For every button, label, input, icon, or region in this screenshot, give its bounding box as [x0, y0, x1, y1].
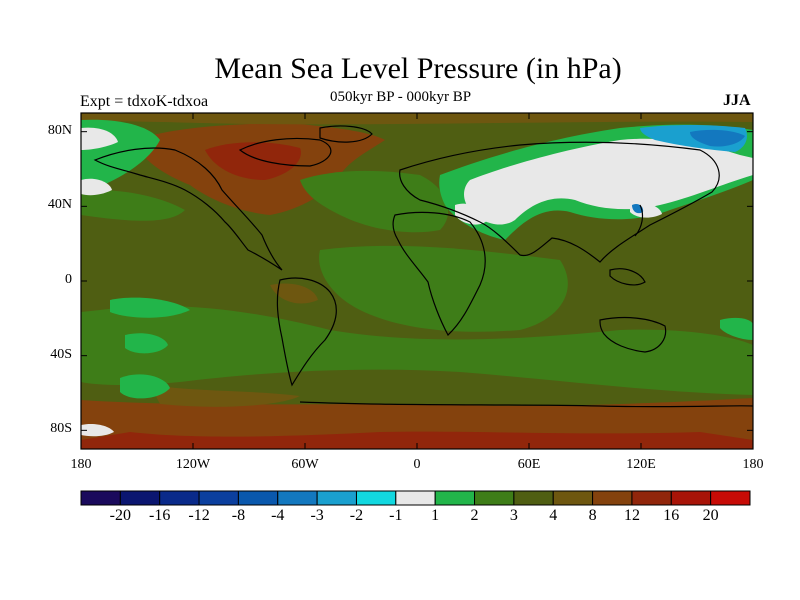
- colorbar-box: [592, 490, 633, 506]
- colorbar-label: -20: [109, 507, 132, 524]
- region-south-pacific-green-a: [125, 333, 168, 354]
- region-brazil-warm: [270, 283, 318, 304]
- coastlines: [93, 125, 753, 408]
- colorbar-box: [355, 490, 397, 506]
- colorbar-label: -8: [231, 507, 246, 524]
- lat-tick-label: 80S: [50, 421, 72, 437]
- colorbar-box: [474, 490, 515, 506]
- lon-tick-label: 60W: [291, 457, 319, 472]
- colorbar-label: 8: [588, 507, 597, 524]
- chart-subtitle: 050kyr BP - 000kyr BP: [330, 89, 472, 105]
- colorbar-label: -1: [389, 507, 403, 524]
- colorbar-label: 20: [702, 507, 719, 524]
- season-label: JJA: [723, 92, 751, 109]
- colorbar-box: [710, 490, 751, 506]
- colorbar-box: [316, 490, 357, 506]
- region-south-pacific-warm: [150, 385, 300, 407]
- region-siberia-blue-dark: [690, 129, 745, 147]
- colorbar-label: 1: [431, 507, 440, 524]
- colorbar-label: 2: [470, 507, 479, 524]
- colorbar-label: -4: [271, 507, 285, 524]
- colorbar-box: [513, 490, 554, 506]
- region-tropics-green: [319, 245, 568, 332]
- region-alaska-white: [81, 178, 112, 196]
- colorbar-label: -3: [310, 507, 324, 524]
- lat-tick-label: 0: [65, 272, 72, 287]
- colorbar-box: [434, 490, 476, 506]
- colorbar-label: -16: [149, 507, 171, 524]
- region-antarctic: [81, 431, 753, 449]
- colorbar-box: [198, 490, 239, 506]
- chart-title: Mean Sea Level Pressure (in hPa): [214, 52, 622, 85]
- region-antarctic-white: [81, 423, 114, 437]
- colorbar-box: [237, 490, 279, 506]
- region-arctic-pacific-white: [81, 127, 118, 150]
- colorbar-box: [159, 490, 200, 506]
- colorbar-box: [631, 490, 672, 506]
- colorbar-box: [80, 490, 121, 506]
- lat-tick-label: 40S: [50, 346, 72, 362]
- experiment-label: Expt = tdxoK-tdxoa: [80, 93, 209, 110]
- lat-tick-label: 80N: [47, 122, 72, 138]
- colorbar-label: 3: [509, 507, 518, 524]
- lat-tick-label: 40N: [47, 197, 72, 213]
- region-south-atlantic-green: [81, 306, 753, 395]
- lon-tick-label: 60E: [517, 457, 541, 472]
- region-east-pacific-green: [720, 317, 753, 340]
- colorbar-label: -12: [188, 507, 210, 524]
- colorbar-label: -2: [349, 507, 364, 524]
- lon-tick-label: 120W: [175, 457, 211, 472]
- colorbar-box: [119, 490, 161, 506]
- colorbar-box: [670, 490, 712, 506]
- colorbar-box: [277, 490, 318, 506]
- region-south-pacific-green-b: [120, 374, 170, 399]
- lon-tick-label: 180: [742, 457, 764, 472]
- region-west-coast-green: [81, 189, 185, 221]
- colorbar-label: 4: [549, 507, 558, 524]
- colorbar-label: 16: [663, 507, 680, 524]
- region-tropical-pacific-green: [110, 297, 190, 318]
- lon-tick-label: 180: [70, 457, 92, 472]
- region-north-atlantic-green: [300, 170, 449, 233]
- colorbar-box: [395, 490, 436, 506]
- lon-tick-label: 120E: [626, 457, 656, 472]
- lon-tick-label: 0: [413, 457, 421, 472]
- colorbar-box: [552, 490, 594, 506]
- region-siberia-white: [464, 138, 753, 225]
- region-canada-core: [205, 142, 301, 180]
- colorbar-label: 12: [623, 507, 640, 524]
